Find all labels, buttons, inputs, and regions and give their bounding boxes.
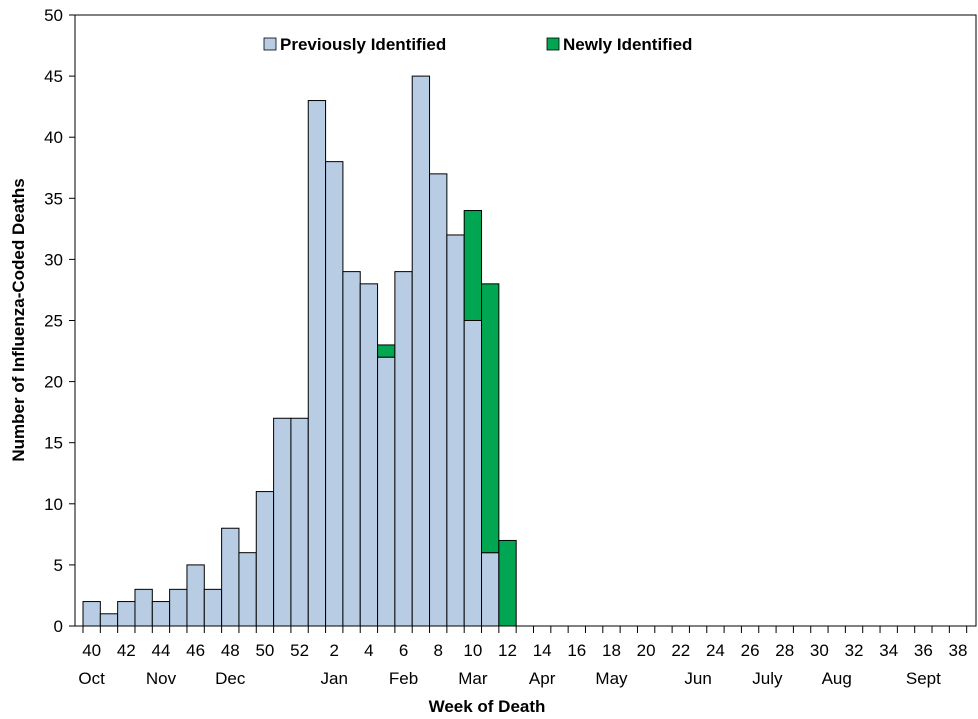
- x-tick-label-week-6: 6: [399, 641, 408, 660]
- bar-previously-identified-week-11: [481, 552, 500, 627]
- bar-previously-identified-week-10: [463, 320, 483, 627]
- bar-previously-identified-week-2: [325, 161, 344, 627]
- bar-previously-identified-week-4: [359, 283, 379, 627]
- x-tick-label-week-18: 18: [602, 641, 621, 660]
- x-tick-label-week-12: 12: [498, 641, 517, 660]
- month-label-oct: Oct: [78, 669, 105, 688]
- bar-previously-identified-week-9: [446, 234, 465, 627]
- bar-previously-identified-week-7: [411, 75, 431, 627]
- bar-previously-identified-week-3: [342, 271, 361, 627]
- legend-label-newly-identified: Newly Identified: [563, 35, 692, 54]
- month-label-apr: Apr: [529, 669, 556, 688]
- x-tick-label-week-44: 44: [152, 641, 171, 660]
- x-tick-label-week-20: 20: [637, 641, 656, 660]
- month-label-sept: Sept: [906, 669, 941, 688]
- bar-newly-identified-week-12: [498, 539, 517, 627]
- bar-previously-identified-week-40: [82, 601, 101, 627]
- legend: Previously Identified Newly Identified: [263, 35, 692, 54]
- x-tick-label-week-40: 40: [82, 641, 101, 660]
- y-axis-title: Number of Influenza-Coded Deaths: [9, 178, 28, 461]
- x-tick-label-week-26: 26: [741, 641, 760, 660]
- bars-layer: [82, 75, 517, 627]
- x-tick-label-week-22: 22: [671, 641, 690, 660]
- month-label-nov: Nov: [146, 669, 177, 688]
- legend-swatch-previously-identified: [263, 37, 277, 51]
- bar-previously-identified-week-49: [238, 552, 257, 627]
- y-tick-label: 30: [44, 250, 63, 269]
- bar-previously-identified-week-5: [377, 356, 396, 627]
- month-label-dec: Dec: [215, 669, 246, 688]
- month-label-july: July: [752, 669, 783, 688]
- y-tick-label: 40: [44, 128, 63, 147]
- bar-previously-identified-week-51: [273, 417, 292, 627]
- bar-previously-identified-week-41: [99, 613, 119, 627]
- y-tick-label: 45: [44, 67, 63, 86]
- bar-previously-identified-week-44: [151, 601, 171, 627]
- bar-previously-identified-week-6: [394, 271, 413, 627]
- month-label-jan: Jan: [321, 669, 348, 688]
- bar-previously-identified-week-48: [221, 527, 240, 627]
- x-tick-label-week-50: 50: [255, 641, 274, 660]
- x-tick-label-week-38: 38: [949, 641, 968, 660]
- y-tick-label: 5: [54, 556, 63, 575]
- bar-newly-identified-week-11: [481, 283, 500, 554]
- axes-layer: [69, 14, 977, 633]
- bar-newly-identified-week-5: [377, 344, 396, 358]
- x-tick-label-week-16: 16: [567, 641, 586, 660]
- plot-frame: [74, 14, 977, 627]
- x-tick-label-week-46: 46: [186, 641, 205, 660]
- x-tick-label-week-42: 42: [117, 641, 136, 660]
- x-tick-label-week-28: 28: [775, 641, 794, 660]
- x-tick-label-week-30: 30: [810, 641, 829, 660]
- bar-previously-identified-week-8: [429, 173, 448, 627]
- bar-previously-identified-week-1: [307, 100, 327, 627]
- bar-previously-identified-week-52: [290, 417, 309, 627]
- x-tick-label-week-4: 4: [364, 641, 373, 660]
- x-tick-label-week-10: 10: [463, 641, 482, 660]
- y-tick-label: 50: [44, 6, 63, 25]
- x-tick-label-week-14: 14: [533, 641, 552, 660]
- y-tick-label: 20: [44, 373, 63, 392]
- bar-previously-identified-week-45: [169, 588, 188, 627]
- x-tick-label-week-24: 24: [706, 641, 725, 660]
- x-tick-label-week-2: 2: [330, 641, 339, 660]
- legend-label-previously-identified: Previously Identified: [280, 35, 446, 54]
- x-tick-label-week-34: 34: [879, 641, 898, 660]
- month-label-jun: Jun: [684, 669, 711, 688]
- bar-previously-identified-week-50: [255, 491, 275, 627]
- bar-previously-identified-week-43: [134, 588, 153, 627]
- bar-previously-identified-week-42: [117, 601, 136, 627]
- month-label-mar: Mar: [458, 669, 488, 688]
- y-tick-label: 35: [44, 189, 63, 208]
- legend-swatch-newly-identified: [546, 37, 560, 51]
- x-tick-label-week-32: 32: [845, 641, 864, 660]
- month-label-feb: Feb: [389, 669, 418, 688]
- bar-previously-identified-week-46: [186, 564, 205, 627]
- x-tick-label-week-8: 8: [433, 641, 442, 660]
- x-axis-title: Week of Death: [429, 697, 546, 716]
- x-tick-label-week-52: 52: [290, 641, 309, 660]
- bar-newly-identified-week-10: [463, 210, 483, 322]
- y-tick-label: 15: [44, 434, 63, 453]
- month-label-may: May: [595, 669, 628, 688]
- y-tick-label: 0: [54, 617, 63, 636]
- x-tick-label-week-48: 48: [221, 641, 240, 660]
- bar-previously-identified-week-47: [203, 588, 223, 627]
- month-label-aug: Aug: [822, 669, 852, 688]
- x-tick-label-week-36: 36: [914, 641, 933, 660]
- y-tick-label: 10: [44, 495, 63, 514]
- y-tick-label: 25: [44, 312, 63, 331]
